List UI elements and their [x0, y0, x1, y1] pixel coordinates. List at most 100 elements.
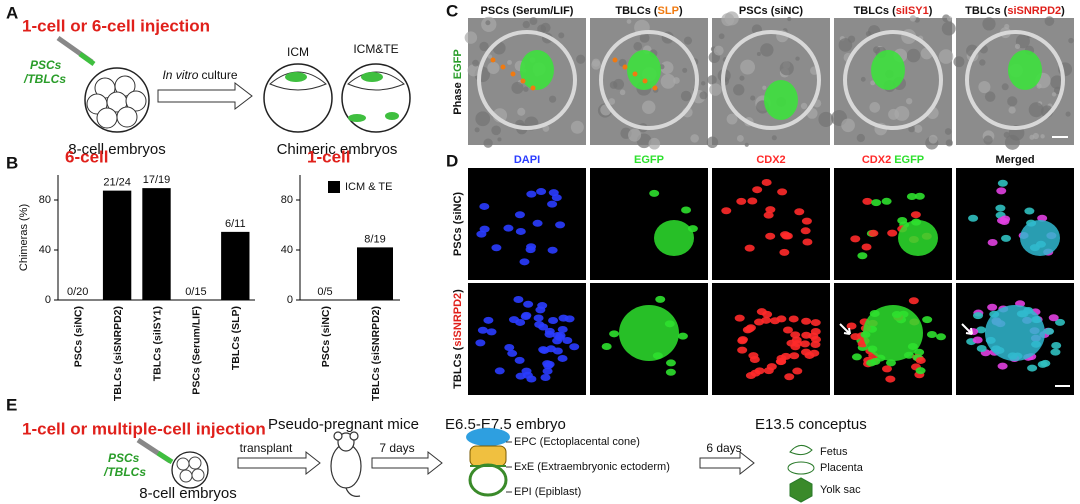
nucleus — [1027, 364, 1038, 372]
blastomeres — [176, 456, 205, 483]
nucleus — [555, 332, 566, 340]
nucleus — [790, 331, 801, 339]
pipette-tip — [78, 51, 96, 67]
texture — [856, 133, 865, 143]
value-label: 0/20 — [67, 286, 88, 298]
nucleus — [765, 206, 776, 214]
fluorescence-image — [956, 168, 1074, 280]
nucleus — [514, 356, 525, 364]
step-label: 7 days — [379, 441, 414, 455]
texture — [628, 128, 642, 142]
egfp-mass — [1020, 220, 1060, 256]
row-label-part: ) — [452, 289, 464, 293]
column-header-part: CDX2 — [862, 154, 891, 166]
texture — [1004, 23, 1010, 30]
texture — [983, 135, 993, 145]
nucleus — [972, 336, 983, 344]
pipette-tip — [156, 450, 174, 465]
texture — [860, 76, 866, 82]
texture — [894, 106, 910, 121]
nucleus — [503, 224, 514, 232]
stage-label: ICM — [287, 45, 309, 59]
nucleus — [475, 339, 486, 347]
egfp-mass — [985, 305, 1045, 361]
embryo-label: 8-cell embryos — [68, 141, 166, 158]
nucleus — [515, 372, 526, 380]
column-header-part: siISY1 — [896, 5, 929, 17]
step-label: 6 days — [706, 441, 741, 455]
texture — [945, 139, 953, 147]
row-label: PSCs (siNC) — [452, 192, 464, 257]
texture — [673, 77, 680, 84]
nucleus — [792, 339, 803, 347]
texture — [870, 80, 876, 86]
texture — [787, 16, 792, 22]
nucleus — [483, 316, 494, 324]
embryo-outline — [477, 30, 577, 130]
nucleus — [655, 295, 666, 303]
y-tick-label: 40 — [281, 244, 293, 256]
texture — [485, 20, 491, 26]
panel-title: 1-cell or 6-cell injection — [22, 16, 210, 35]
panel-letter: A — [6, 3, 18, 22]
egfp-mass — [654, 220, 694, 256]
embryo-outline — [599, 30, 699, 130]
nucleus — [862, 197, 873, 205]
texture — [1051, 92, 1057, 97]
texture — [690, 134, 699, 143]
panel-letter: E — [6, 395, 17, 414]
x-tick-label: PSCs (siNC) — [320, 306, 332, 367]
column-header-part: EGFP — [634, 154, 664, 166]
texture — [865, 30, 872, 37]
texture — [475, 111, 491, 127]
part-label: EPI (Epiblast) — [514, 486, 581, 498]
egfp-cells — [520, 50, 554, 90]
nucleus — [536, 188, 547, 196]
column-header-part: SLP — [658, 5, 679, 17]
nucleus — [513, 296, 524, 304]
nucleus — [562, 337, 573, 345]
arrow — [157, 81, 253, 111]
egfp-cells — [871, 50, 905, 90]
nucleus — [897, 217, 908, 225]
panel-e: 1-cell or multiple-cell injection PSCs /… — [22, 416, 867, 503]
part-label: Yolk sac — [820, 484, 861, 496]
nucleus — [737, 346, 748, 354]
nucleus — [681, 206, 692, 214]
nucleus — [871, 199, 882, 207]
texture — [523, 86, 529, 92]
texture — [522, 20, 530, 29]
slp-cells — [510, 71, 516, 77]
nucleus — [1040, 359, 1051, 367]
texture — [795, 56, 800, 61]
nucleus — [885, 359, 896, 367]
stage-title: E13.5 conceptus — [755, 416, 867, 433]
texture — [905, 98, 913, 105]
nucleus — [721, 207, 732, 215]
panel-letter: D — [446, 151, 458, 170]
y-tick-label: 0 — [45, 294, 51, 306]
slp-cells — [652, 85, 658, 91]
panel-letter: C — [446, 1, 458, 20]
column-header: TBLCs (SLP) — [615, 5, 683, 17]
nucleus — [486, 328, 497, 336]
nucleus — [744, 244, 755, 252]
nucleus — [936, 333, 947, 341]
texture — [613, 78, 625, 90]
texture — [1029, 134, 1035, 140]
slp-cells — [520, 78, 526, 84]
texture — [619, 89, 626, 96]
texture — [838, 38, 853, 52]
nucleus — [779, 248, 790, 256]
nucleus — [601, 343, 612, 351]
nucleus — [777, 188, 788, 196]
slp-cells — [622, 64, 628, 70]
nucleus — [870, 358, 881, 366]
texture — [1014, 43, 1021, 49]
chimera-cells — [385, 112, 399, 120]
texture — [641, 100, 656, 114]
x-tick-label: TBLCs (siSNRPD2) — [370, 306, 382, 401]
nucleus — [763, 211, 774, 219]
nucleus — [507, 349, 518, 357]
